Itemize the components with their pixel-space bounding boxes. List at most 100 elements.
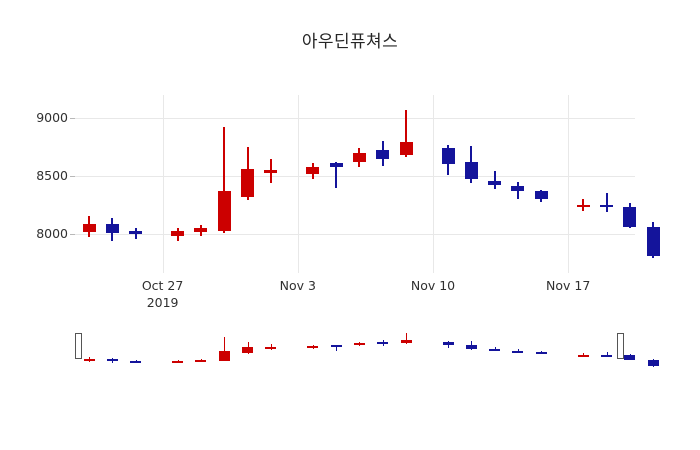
overview-candlestick <box>601 325 612 380</box>
candlestick[interactable] <box>129 95 143 265</box>
range-end-handle[interactable] <box>617 333 624 359</box>
overview-candlestick <box>377 325 389 380</box>
overview-candlestick <box>400 325 412 380</box>
candlestick-body <box>600 205 613 207</box>
overview-candlestick-body <box>512 350 524 353</box>
overview-candlestick-body <box>218 351 230 361</box>
candlestick[interactable] <box>306 95 320 265</box>
candlestick[interactable] <box>576 95 590 265</box>
candlestick-body <box>105 224 119 233</box>
overview-candlestick-body <box>377 342 389 345</box>
candlestick-body <box>441 148 455 165</box>
overview-candlestick-body <box>307 346 319 349</box>
gridline-horizontal <box>75 234 635 235</box>
y-axis-tick-mark <box>70 118 75 119</box>
overview-candlestick-body <box>242 346 253 353</box>
overview-candlestick-body <box>465 344 477 349</box>
overview-candlestick <box>624 325 636 380</box>
range-start-handle[interactable] <box>75 333 82 359</box>
candlestick[interactable] <box>194 95 208 265</box>
candlestick-body <box>171 230 185 237</box>
candlestick[interactable] <box>534 95 548 265</box>
candlestick[interactable] <box>464 95 478 265</box>
gridline-horizontal <box>75 176 635 177</box>
overview-candlestick <box>242 325 253 380</box>
candlestick[interactable] <box>171 95 185 265</box>
candlestick[interactable] <box>241 95 254 265</box>
candlestick-body <box>576 205 590 207</box>
overview-candlestick <box>489 325 501 380</box>
candlestick[interactable] <box>376 95 390 265</box>
candlestick[interactable] <box>511 95 525 265</box>
overview-candlestick <box>83 325 95 380</box>
candlestick-body <box>488 180 502 186</box>
overview-candlestick <box>442 325 454 380</box>
overview-candlestick-body <box>195 359 207 362</box>
overview-candlestick <box>535 325 547 380</box>
candlestick-body <box>194 227 208 232</box>
overview-candlestick-body <box>577 354 589 357</box>
overview-candlestick-body <box>330 345 342 348</box>
candlestick[interactable] <box>105 95 119 265</box>
candlestick-wick <box>335 162 338 188</box>
candlestick-body <box>306 166 320 174</box>
overview-candlestick <box>172 325 184 380</box>
candlestick[interactable] <box>399 95 413 265</box>
overview-candlestick <box>577 325 589 380</box>
candlestick[interactable] <box>82 95 96 265</box>
candlestick-body <box>352 152 366 163</box>
x-axis-tick-label: Oct 27 <box>141 278 184 293</box>
candlestick-wick <box>605 193 608 212</box>
gridline-horizontal <box>75 118 635 119</box>
overview-candlestick-body <box>647 359 659 367</box>
candlestick[interactable] <box>264 95 278 265</box>
candlestick-body <box>217 190 231 231</box>
candlestick-body <box>399 142 413 156</box>
candlestick[interactable] <box>441 95 455 265</box>
page-title: 아우딘퓨쳐스 <box>301 32 399 52</box>
candlestick-body <box>82 224 96 232</box>
candlestick[interactable] <box>329 95 343 265</box>
candlestick[interactable] <box>600 95 613 265</box>
x-axis-tick-label: Nov 3 <box>279 278 316 293</box>
x-axis-tick-label: Nov 10 <box>410 278 456 293</box>
overview-candlestick-wick <box>406 333 407 344</box>
overview-candlestick-body <box>535 351 547 354</box>
gridline-vertical <box>568 95 570 273</box>
y-axis-tick-label: 8500 <box>36 168 68 183</box>
overview-candlestick-body <box>442 341 454 346</box>
x-axis-tick-sublabel: 2019 <box>146 295 179 310</box>
candlestick[interactable] <box>217 95 231 265</box>
candlestick-wick <box>405 109 407 158</box>
candlestick[interactable] <box>623 95 637 265</box>
overview-candlestick-body <box>601 354 612 357</box>
overview-candlestick-wick <box>494 347 496 352</box>
overview-candlestick-body <box>624 355 636 360</box>
overview-candlestick-body <box>83 359 95 362</box>
candlestick-body <box>534 191 548 200</box>
overview-candlestick <box>130 325 142 380</box>
overview-range-selector[interactable] <box>75 325 659 380</box>
gridline-vertical <box>297 95 299 273</box>
main-candlestick-plot[interactable] <box>75 95 660 273</box>
candlestick[interactable] <box>646 95 660 265</box>
overview-candlestick-body <box>172 360 184 363</box>
overview-candlestick <box>218 325 230 380</box>
overview-candlestick <box>647 325 659 380</box>
gridline-vertical <box>162 95 164 273</box>
overview-candlestick <box>307 325 319 380</box>
overview-candlestick <box>465 325 477 380</box>
candlestick[interactable] <box>352 95 366 265</box>
overview-candlestick <box>195 325 207 380</box>
candlestick-body <box>511 186 525 192</box>
y-axis-tick-mark <box>70 176 75 177</box>
candlestick-body <box>464 162 478 180</box>
candlestick-body <box>329 162 343 167</box>
overview-candlestick-body <box>106 359 118 362</box>
overview-candlestick <box>106 325 118 380</box>
candlestick[interactable] <box>488 95 502 265</box>
candlestick-body <box>129 230 143 234</box>
overview-candlestick <box>512 325 524 380</box>
x-axis-tick-label: Nov 17 <box>546 278 591 293</box>
overview-candlestick-wick <box>336 344 338 351</box>
